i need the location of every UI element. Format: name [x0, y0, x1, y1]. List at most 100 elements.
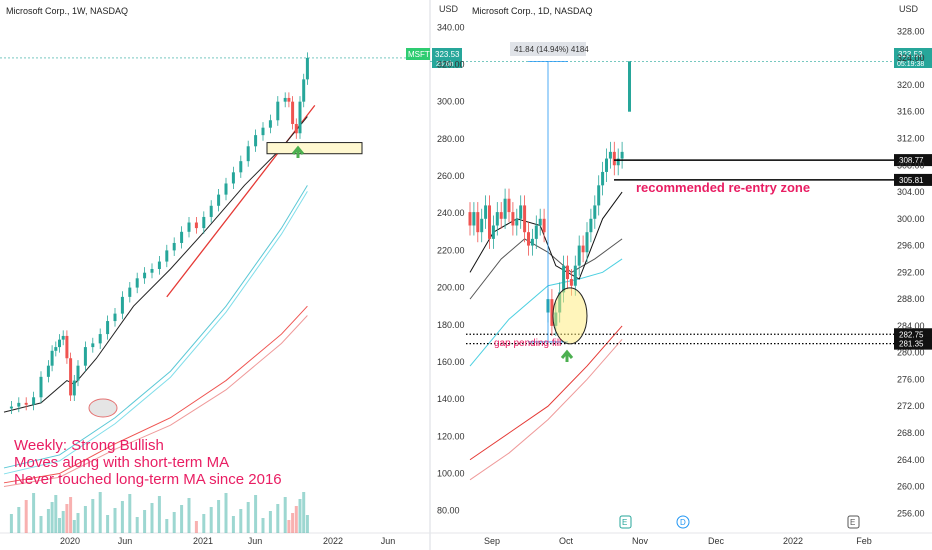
daily-candle	[468, 212, 472, 226]
daily-candle	[523, 205, 527, 233]
weekly-volume-bar	[276, 504, 280, 533]
weekly-chart-pane[interactable]	[0, 52, 430, 533]
dividend-marker[interactable]: D	[676, 515, 690, 529]
weekly-volume-bar	[50, 502, 54, 533]
daily-x-tick: Nov	[632, 536, 649, 546]
daily-candle	[515, 218, 519, 226]
earnings-marker-1-label: E	[622, 518, 627, 527]
measure-label: 41.84 (14.94%) 4184	[514, 45, 589, 54]
daily-y-tick: 296.00	[897, 241, 925, 251]
weekly-volume-bar	[172, 512, 176, 533]
weekly-long-ma-line-2	[3, 191, 308, 475]
reentry-zone-label: recommended re-entry zone	[636, 180, 810, 195]
weekly-candle	[76, 365, 80, 381]
weekly-volume-bar	[209, 507, 213, 533]
daily-candle	[577, 245, 581, 266]
daily-candle	[616, 158, 620, 166]
weekly-last-price: 323.53	[435, 50, 460, 59]
daily-level-label: 305.81	[899, 176, 924, 185]
daily-candle	[566, 265, 569, 280]
weekly-volume-bar	[69, 497, 73, 533]
daily-y-tick: 276.00	[897, 374, 925, 384]
weekly-candle	[72, 380, 76, 396]
daily-candle	[530, 238, 534, 246]
daily-candle	[601, 171, 605, 186]
weekly-volume-bar	[39, 516, 43, 533]
weekly-candle	[50, 350, 54, 366]
weekly-volume-bar	[231, 516, 235, 533]
daily-long-ema-line	[469, 325, 623, 461]
daily-candle	[608, 151, 612, 159]
daily-candle	[573, 265, 577, 286]
weekly-volume-bar	[165, 519, 169, 533]
daily-last-price-badge	[894, 48, 932, 68]
weekly-candle	[287, 97, 291, 102]
weekly-volume-bar	[268, 511, 272, 533]
weekly-candle	[194, 222, 198, 229]
daily-candle	[507, 198, 511, 213]
daily-candle	[589, 218, 593, 233]
weekly-long-ma-line	[3, 305, 308, 484]
weekly-y-tick: 300.00	[437, 97, 465, 107]
daily-chart-title: Microsoft Corp., 1D, NASDAQ	[472, 6, 593, 16]
daily-currency-label: USD	[899, 4, 919, 14]
weekly-candle	[254, 135, 258, 147]
weekly-candle	[276, 101, 280, 121]
daily-level-badge	[894, 337, 932, 350]
weekly-volume-bar	[246, 502, 250, 533]
weekly-volume-bar	[61, 511, 65, 533]
daily-candle	[488, 205, 491, 239]
weekly-candle	[54, 347, 58, 351]
daily-candle	[620, 151, 624, 159]
weekly-candle	[150, 269, 154, 273]
daily-candle	[550, 299, 554, 326]
weekly-x-tick: 2022	[323, 536, 343, 546]
weekly-volume-bar	[9, 514, 13, 533]
weekly-last-price-badge	[432, 48, 462, 68]
daily-gap-ellipse	[552, 287, 588, 345]
daily-candle	[519, 205, 523, 219]
weekly-candle	[302, 79, 306, 102]
earnings-marker-1[interactable]: E	[619, 515, 632, 529]
weekly-volume-bar	[194, 521, 198, 533]
weekly-volume-bar	[54, 495, 58, 533]
daily-x-tick: Oct	[559, 536, 574, 546]
daily-y-tick: 284.00	[897, 321, 925, 331]
daily-level-label: 308.77	[899, 156, 924, 165]
earnings-marker-2[interactable]: E	[847, 515, 860, 529]
daily-y-tick: 308.00	[897, 160, 925, 170]
weekly-volume-bar	[17, 507, 21, 533]
weekly-volume-bar	[261, 518, 265, 533]
weekly-candle	[165, 250, 169, 262]
weekly-candle	[231, 172, 235, 184]
weekly-x-tick: 2021	[193, 536, 213, 546]
weekly-volume-bar	[291, 513, 295, 533]
weekly-candle	[69, 358, 73, 396]
weekly-candle	[106, 321, 110, 335]
daily-y-tick: 292.00	[897, 267, 925, 277]
weekly-candle	[172, 242, 176, 251]
daily-candle	[538, 218, 542, 226]
weekly-volume-bar	[224, 493, 228, 533]
weekly-volume-bar	[217, 500, 221, 533]
daily-long-ema-line	[469, 338, 623, 481]
daily-candle	[612, 151, 616, 166]
daily-candle	[484, 205, 488, 219]
weekly-candle	[120, 296, 124, 314]
weekly-candle	[261, 127, 265, 136]
daily-y-tick: 272.00	[897, 401, 925, 411]
weekly-volume-bar	[287, 520, 291, 533]
weekly-candle	[58, 339, 61, 348]
daily-candle	[480, 218, 484, 233]
weekly-candle	[268, 120, 272, 128]
weekly-candle	[291, 101, 295, 124]
measure-label-box	[510, 42, 586, 56]
weekly-candle	[24, 402, 28, 405]
dividend-marker-label: D	[680, 518, 686, 527]
weekly-annotation-line-3: Never touched long-term MA since 2016	[14, 471, 282, 488]
weekly-candle	[17, 402, 21, 407]
daily-x-tick: 2022	[783, 536, 803, 546]
daily-y-tick: 288.00	[897, 294, 925, 304]
